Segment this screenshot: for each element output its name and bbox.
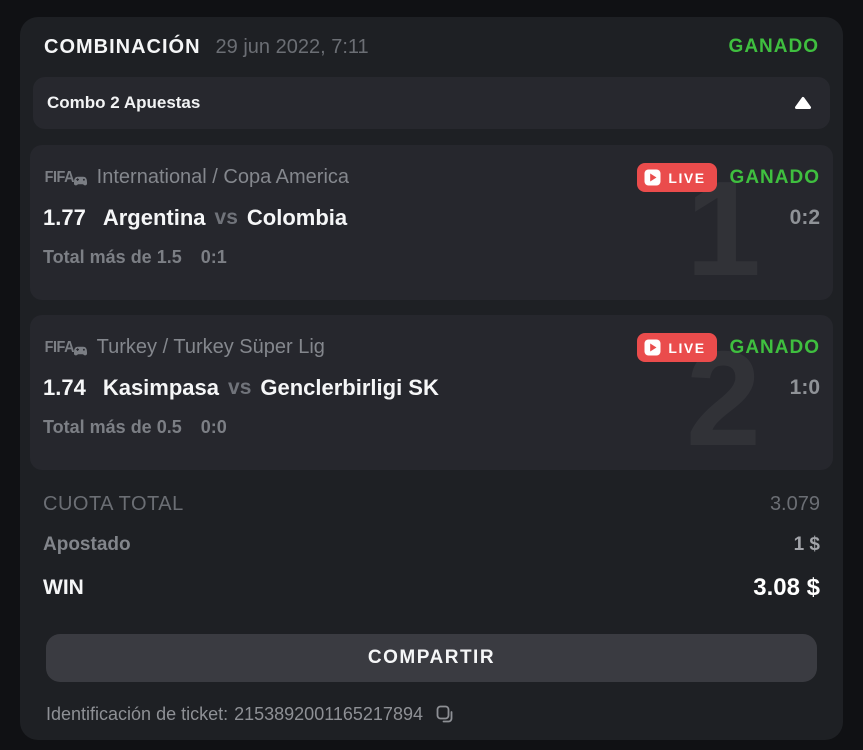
bet-market: Total más de 0.5 (43, 417, 182, 437)
away-team: Colombia (246, 205, 348, 230)
copy-icon[interactable] (433, 703, 455, 725)
bet-odds: 1.74 (43, 375, 86, 400)
home-team: Argentina (102, 205, 206, 230)
combo-label: Combo 2 Apuestas (47, 93, 201, 112)
bet-ticket-panel: COMBINACIÓN 29 jun 2022, 7:11 GANADO Com… (20, 17, 843, 740)
away-team: Genclerbirligi SK (260, 375, 439, 400)
fifa-esports-logo: FIFA (43, 339, 88, 357)
bet-card-1: 1 FIFA International / Copa America LIVE (30, 145, 833, 300)
match-score: 0:2 (789, 206, 820, 229)
share-button[interactable]: COMPARTIR (46, 634, 817, 682)
ticket-datetime: 29 jun 2022, 7:11 (215, 35, 369, 58)
chevron-up-icon[interactable] (794, 96, 812, 110)
stake-value: 1 $ (793, 534, 820, 555)
live-badge: LIVE (637, 163, 717, 192)
win-label: WIN (43, 576, 84, 599)
gamepad-icon (73, 176, 87, 185)
match-score: 1:0 (789, 376, 820, 399)
ticket-id-label: Identificación de ticket: (46, 703, 229, 724)
ticket-summary: CUOTA TOTAL 3.079 Apostado 1 $ WIN 3.08 … (43, 484, 820, 610)
bet-odds: 1.77 (43, 205, 86, 230)
league-name: Turkey / Turkey Süper Lig (96, 336, 325, 358)
vs-separator: vs (214, 206, 238, 229)
total-odds-value: 3.079 (769, 492, 820, 515)
play-icon (644, 169, 661, 186)
bet-status: GANADO (729, 166, 820, 188)
gamepad-icon (73, 346, 87, 355)
stake-row: Apostado 1 $ (43, 524, 820, 566)
total-odds-label: CUOTA TOTAL (43, 492, 184, 515)
bet-status: GANADO (729, 336, 820, 358)
total-odds-row: CUOTA TOTAL 3.079 (43, 484, 820, 524)
bet-market: Total más de 1.5 (43, 247, 182, 267)
vs-separator: vs (228, 376, 252, 399)
market-score: 0:1 (200, 247, 227, 267)
live-badge: LIVE (637, 333, 717, 362)
market-score: 0:0 (200, 417, 227, 437)
play-icon (644, 339, 661, 356)
ticket-header: COMBINACIÓN 29 jun 2022, 7:11 GANADO (20, 17, 843, 77)
win-row: WIN 3.08 $ (43, 566, 820, 610)
ticket-id-value: 2153892001165217894 (234, 703, 423, 724)
stake-label: Apostado (43, 534, 131, 555)
bet-card-2: 2 FIFA Turkey / Turkey Süper Lig LIVE (30, 315, 833, 470)
win-value: 3.08 $ (753, 574, 820, 601)
combo-collapse-bar[interactable]: Combo 2 Apuestas (33, 77, 830, 129)
league-name: International / Copa America (96, 166, 350, 188)
ticket-id-row: Identificación de ticket: 21538920011652… (46, 703, 817, 725)
home-team: Kasimpasa (102, 375, 220, 400)
fifa-esports-logo: FIFA (43, 169, 88, 187)
ticket-status-badge: GANADO (728, 36, 819, 57)
ticket-type-title: COMBINACIÓN (44, 35, 201, 58)
